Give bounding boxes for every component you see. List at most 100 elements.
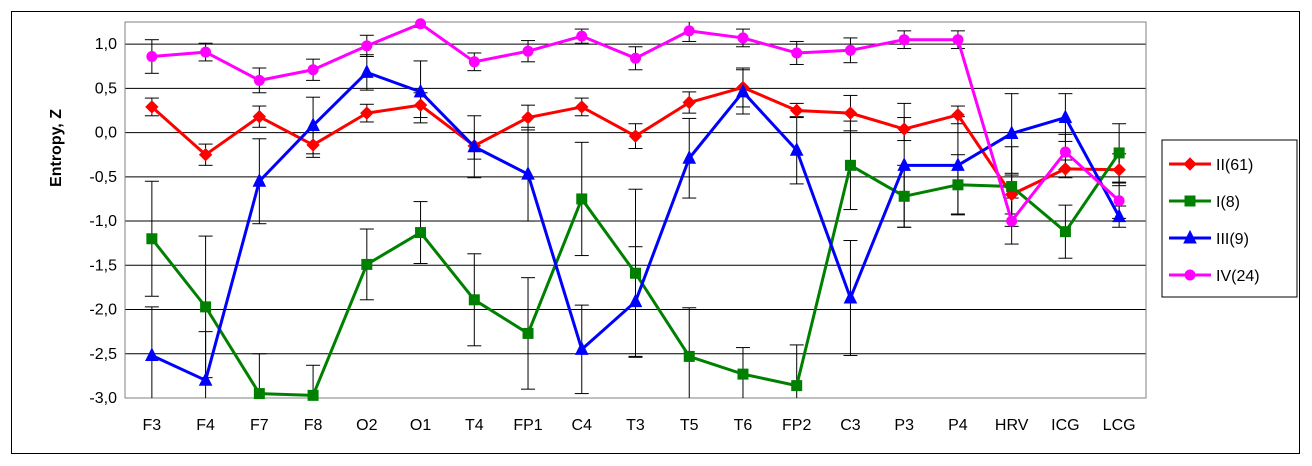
data-point xyxy=(253,388,265,400)
y-axis-label: Entropy, Z xyxy=(48,109,65,187)
data-point xyxy=(252,173,267,187)
data-point xyxy=(468,56,480,68)
data-point xyxy=(306,117,320,132)
x-tick-label: P4 xyxy=(948,417,968,434)
data-point xyxy=(1112,163,1126,177)
series-4 xyxy=(146,18,1125,227)
x-tick-label: O1 xyxy=(410,417,431,434)
data-point xyxy=(306,138,320,152)
data-point xyxy=(897,122,911,136)
x-tick-label: T4 xyxy=(465,417,484,434)
legend: II(61) I(8) III(9) IV(24) xyxy=(1161,139,1298,298)
x-tick-label: T6 xyxy=(734,417,753,434)
y-axis-ticks: 1,0 0,5 0,0 -0,5 -1,0 -1,5 -2,0 -2,5 -3,0 xyxy=(89,36,117,407)
data-point xyxy=(522,45,534,57)
data-point xyxy=(897,157,911,171)
data-point xyxy=(576,30,588,42)
data-point xyxy=(145,347,159,362)
data-point xyxy=(360,106,374,120)
data-point xyxy=(1058,109,1073,124)
data-point xyxy=(898,190,910,202)
data-point xyxy=(522,327,534,339)
data-point xyxy=(844,159,856,171)
data-point xyxy=(952,34,964,46)
data-point xyxy=(574,341,589,355)
series-1 xyxy=(145,80,1126,202)
data-point xyxy=(361,40,373,52)
data-point xyxy=(630,52,641,64)
data-point xyxy=(413,83,428,98)
data-point xyxy=(843,289,858,304)
y-tick-label: 1,0 xyxy=(95,36,117,53)
y-tick-label: -1,0 xyxy=(89,213,117,230)
x-tick-label: C3 xyxy=(840,417,861,434)
data-point xyxy=(200,301,212,313)
data-point xyxy=(1006,181,1018,193)
legend-box xyxy=(1161,139,1298,298)
data-point xyxy=(360,64,374,78)
legend-label: I(8) xyxy=(1216,194,1240,211)
x-axis-ticks: F3 F4 F7 F8 O2 O1 T4 FP1 C4 T3 T5 T6 FP2 C3 P3 P4 HRV ICG… xyxy=(143,417,1136,434)
data-point xyxy=(252,109,267,124)
x-tick-label: T5 xyxy=(680,417,699,434)
data-point xyxy=(576,193,588,205)
data-point xyxy=(628,293,643,308)
x-tick-label: HRV xyxy=(995,417,1029,434)
x-tick-label: P3 xyxy=(894,417,914,434)
data-point xyxy=(1059,146,1071,158)
data-point xyxy=(198,147,213,162)
x-tick-label: T3 xyxy=(626,417,645,434)
legend-label: III(9) xyxy=(1216,231,1249,248)
y-tick-label: -3,0 xyxy=(89,390,117,407)
data-point xyxy=(413,98,428,112)
data-point xyxy=(1059,226,1071,238)
x-tick-label: F3 xyxy=(143,417,162,434)
data-point xyxy=(736,83,750,98)
data-point xyxy=(1113,195,1125,207)
data-point xyxy=(307,64,319,76)
data-point xyxy=(467,138,482,153)
y-tick-label: 0,5 xyxy=(95,80,117,97)
data-point xyxy=(253,74,265,86)
series-lines xyxy=(145,18,1126,401)
x-tick-label: F7 xyxy=(250,417,269,434)
legend-item: IV(24) xyxy=(1169,268,1260,285)
data-point xyxy=(361,258,373,270)
x-tick-label: FP1 xyxy=(513,417,542,434)
data-point xyxy=(791,47,803,59)
data-point xyxy=(951,108,965,122)
legend-item: II(61) xyxy=(1169,157,1253,174)
data-point xyxy=(468,294,480,306)
legend-marker xyxy=(1183,229,1197,244)
x-tick-label: F8 xyxy=(304,417,323,434)
x-tick-label: LCG xyxy=(1103,417,1136,434)
y-tick-label: -2,0 xyxy=(89,302,117,319)
legend-label: II(61) xyxy=(1216,157,1253,174)
data-point xyxy=(843,106,858,120)
data-point xyxy=(415,227,427,239)
x-tick-label: O2 xyxy=(356,417,377,434)
plot-area xyxy=(124,21,1147,399)
legend-marker xyxy=(1184,269,1196,281)
data-point xyxy=(682,95,696,110)
x-tick-label: FP2 xyxy=(782,417,811,434)
data-point xyxy=(844,44,856,56)
data-point xyxy=(521,166,535,180)
error-bar xyxy=(198,331,213,398)
data-point xyxy=(791,380,803,392)
data-point xyxy=(630,267,641,279)
y-tick-label: -1,5 xyxy=(89,257,117,274)
x-tick-label: ICG xyxy=(1051,417,1079,434)
legend-item: I(8) xyxy=(1169,194,1240,211)
data-point xyxy=(790,103,804,118)
data-point xyxy=(683,25,695,37)
data-point xyxy=(198,372,213,386)
data-point xyxy=(789,142,804,156)
y-tick-label: -0,5 xyxy=(89,169,117,186)
data-point xyxy=(898,34,910,46)
data-point xyxy=(628,129,643,143)
legend-marker xyxy=(1184,195,1196,207)
data-point xyxy=(145,100,159,114)
data-point xyxy=(1004,125,1019,139)
